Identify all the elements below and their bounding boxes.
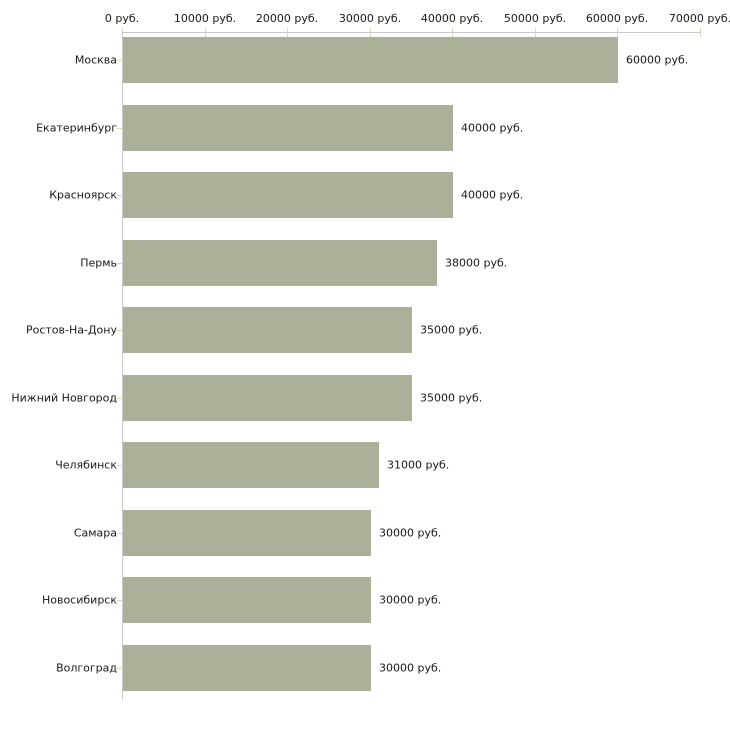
category-label: Челябинск — [55, 458, 117, 472]
y-axis-tick-mark — [117, 60, 122, 61]
value-label: 31000 руб. — [387, 458, 450, 472]
y-axis-tick-mark — [117, 533, 122, 534]
value-label: 35000 руб. — [420, 391, 483, 405]
value-label: 40000 руб. — [461, 188, 524, 202]
bar — [123, 307, 412, 353]
value-label: 60000 руб. — [626, 53, 689, 67]
category-label: Пермь — [80, 256, 117, 270]
category-label: Волгоград — [56, 661, 117, 675]
bar — [123, 375, 412, 421]
category-label: Ростов-На-Дону — [25, 323, 117, 337]
value-label: 30000 руб. — [379, 661, 442, 675]
y-axis-tick-mark — [117, 600, 122, 601]
value-label: 30000 руб. — [379, 526, 442, 540]
category-label: Новосибирск — [41, 593, 117, 607]
x-axis-tick-label: 10000 руб. — [173, 12, 237, 25]
x-axis-tick-label: 20000 руб. — [255, 12, 319, 25]
y-axis-line — [122, 32, 123, 700]
x-axis-tick-label: 0 руб. — [104, 12, 140, 25]
y-axis-tick-mark — [117, 668, 122, 669]
bar — [123, 105, 453, 151]
x-axis-line — [122, 32, 701, 33]
y-axis-tick-mark — [117, 465, 122, 466]
x-axis-tick-label: 60000 руб. — [585, 12, 649, 25]
value-label: 35000 руб. — [420, 323, 483, 337]
category-label: Москва — [74, 53, 117, 67]
y-axis-tick-mark — [117, 330, 122, 331]
bar — [123, 645, 371, 691]
y-axis-tick-mark — [117, 195, 122, 196]
value-label: 38000 руб. — [445, 256, 508, 270]
y-axis-tick-mark — [117, 263, 122, 264]
category-label: Самара — [73, 526, 117, 540]
category-label: Екатеринбург — [36, 121, 117, 135]
bar — [123, 577, 371, 623]
value-label: 30000 руб. — [379, 593, 442, 607]
bar — [123, 510, 371, 556]
x-axis-tick-label: 70000 руб. — [668, 12, 730, 25]
bar — [123, 442, 379, 488]
bar — [123, 240, 437, 286]
category-label: Красноярск — [49, 188, 117, 202]
value-label: 40000 руб. — [461, 121, 524, 135]
x-axis-tick-label: 50000 руб. — [503, 12, 567, 25]
category-label: Нижний Новгород — [11, 391, 117, 405]
bar — [123, 172, 453, 218]
y-axis-tick-mark — [117, 398, 122, 399]
bar — [123, 37, 618, 83]
y-axis-tick-mark — [117, 128, 122, 129]
x-axis-tick-label: 30000 руб. — [338, 12, 402, 25]
x-axis-tick-label: 40000 руб. — [420, 12, 484, 25]
